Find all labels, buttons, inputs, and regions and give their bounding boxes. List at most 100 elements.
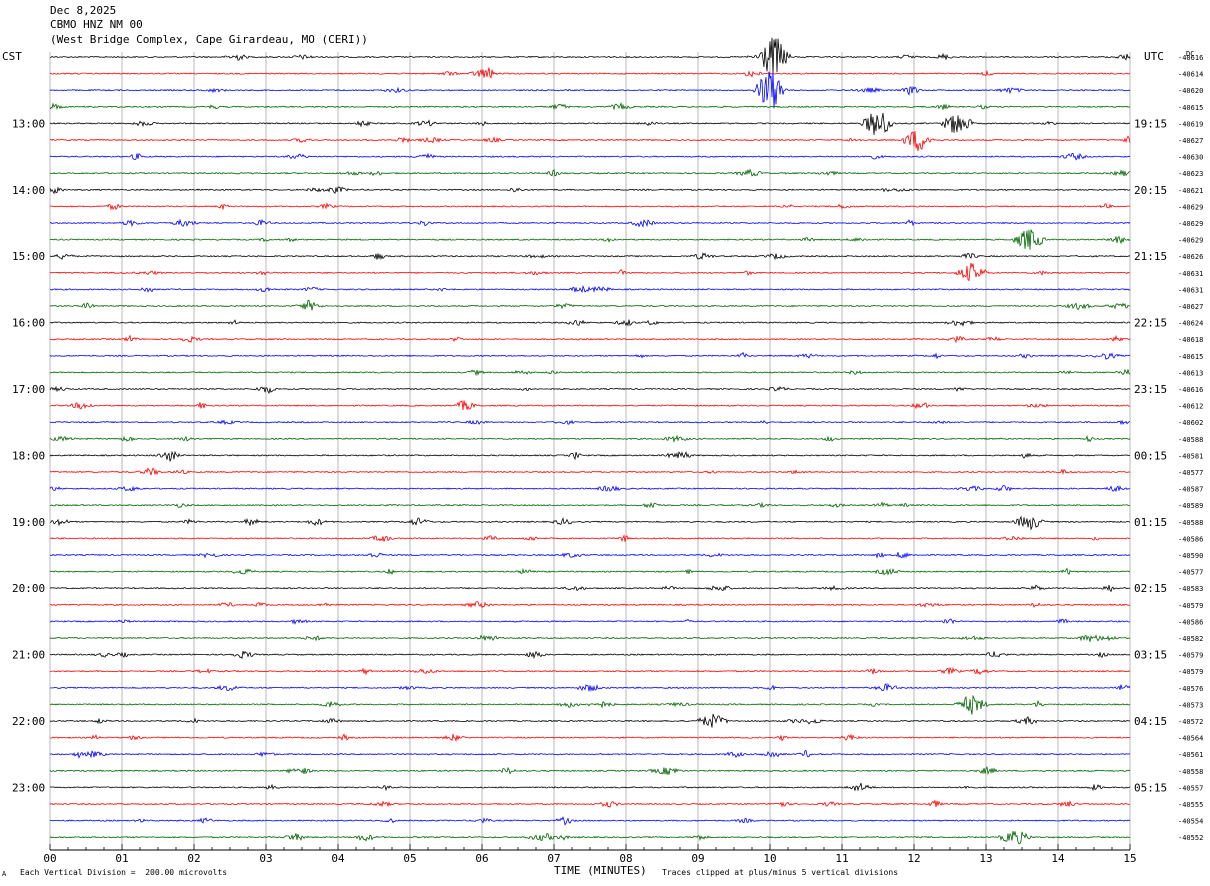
dc-offset-label: -40623	[1178, 170, 1203, 178]
x-tick-label: 14	[1051, 852, 1065, 865]
trace-row	[49, 551, 1131, 559]
dc-offset-label: -40582	[1178, 635, 1203, 643]
trace-row	[49, 816, 1131, 826]
left-hour-label: 15:00	[12, 250, 45, 263]
dc-offset-label: -40589	[1178, 502, 1203, 510]
clip-note: Traces clipped at plus/minus 5 vertical …	[662, 868, 899, 877]
trace-row	[49, 319, 1131, 327]
x-tick-label: 01	[115, 852, 128, 865]
dc-offset-label: -40581	[1178, 452, 1203, 460]
trace-row	[49, 567, 1131, 576]
trace-row	[49, 334, 1131, 344]
left-hour-label: 13:00	[12, 117, 45, 130]
trace-row	[49, 262, 1130, 282]
left-hour-label: 22:00	[12, 715, 45, 728]
trace-row	[49, 201, 1131, 211]
x-tick-label: 00	[43, 852, 56, 865]
trace-row	[49, 782, 1131, 792]
dc-offset-label: -40588	[1178, 519, 1203, 527]
dc-offset-label: -40630	[1178, 154, 1203, 162]
dc-offset-label: -40618	[1178, 336, 1203, 344]
trace-row	[49, 368, 1131, 377]
trace-row	[49, 515, 1131, 531]
dc-offset-label: -40627	[1178, 303, 1203, 311]
trace-row	[49, 285, 1131, 293]
x-tick-label: 15	[1123, 852, 1136, 865]
dc-offset-label: -40631	[1178, 286, 1203, 294]
trace-row	[49, 650, 1131, 660]
trace-row	[49, 733, 1131, 743]
trace-row	[49, 501, 1131, 509]
trace-row	[49, 467, 1131, 476]
trace-row	[49, 385, 1131, 395]
trace-row	[49, 131, 1131, 151]
dc-offset-label: -40579	[1178, 652, 1203, 660]
right-hour-label: 19:15	[1134, 117, 1167, 130]
x-tick-label: 07	[547, 852, 560, 865]
trace-row	[49, 694, 1131, 715]
right-hour-label: 01:15	[1134, 516, 1167, 529]
dc-offset-label: -40616	[1178, 54, 1203, 62]
trace-row	[49, 101, 1131, 111]
x-tick-label: 12	[907, 852, 920, 865]
dc-offset-label: -40616	[1178, 386, 1203, 394]
left-timezone-label: CST	[2, 50, 22, 63]
dc-offset-label: -40587	[1178, 486, 1203, 494]
dc-offset-label: -40588	[1178, 436, 1203, 444]
dc-offset-label: -40629	[1178, 203, 1203, 211]
x-tick-label: 11	[835, 852, 848, 865]
station-title: CBMO HNZ NM 00	[50, 18, 143, 31]
dc-offset-label: -40629	[1178, 237, 1203, 245]
dc-offset-label: -40579	[1178, 602, 1203, 610]
x-tick-label: 02	[187, 852, 200, 865]
location-title: (West Bridge Complex, Cape Girardeau, MO…	[50, 33, 368, 46]
trace-row	[49, 152, 1131, 161]
trace-row	[49, 252, 1131, 261]
x-tick-label: 09	[691, 852, 704, 865]
dc-offset-label: -40561	[1178, 751, 1203, 759]
trace-row	[49, 229, 1131, 250]
footer-marker: A	[2, 870, 7, 878]
right-hour-label: 22:15	[1134, 317, 1167, 330]
trace-row	[49, 434, 1131, 443]
right-hour-label: 02:15	[1134, 582, 1167, 595]
dc-offset-label: -40586	[1178, 618, 1203, 626]
trace-row	[49, 113, 1131, 135]
dc-offset-label: -40564	[1178, 735, 1203, 743]
right-hour-label: 21:15	[1134, 250, 1167, 263]
dc-offset-label: -40573	[1178, 701, 1203, 709]
dc-offset-label: -40612	[1178, 403, 1203, 411]
dc-offset-label: -40558	[1178, 768, 1203, 776]
trace-row	[49, 682, 1131, 692]
dc-offset-label: -40615	[1178, 104, 1203, 112]
dc-offset-label: -40614	[1178, 71, 1203, 79]
dc-offset-label: -40577	[1178, 469, 1203, 477]
dc-offset-label: -40629	[1178, 220, 1203, 228]
dc-offset-label: -40579	[1178, 668, 1203, 676]
left-hour-label: 23:00	[12, 781, 45, 794]
trace-row	[49, 534, 1131, 543]
x-tick-label: 05	[403, 852, 416, 865]
dc-offset-label: -40626	[1178, 253, 1203, 261]
x-tick-label: 04	[331, 852, 345, 865]
trace-row	[49, 186, 1131, 195]
trace-row	[49, 666, 1131, 676]
right-hour-label: 23:15	[1134, 383, 1167, 396]
right-hour-label: 03:15	[1134, 649, 1167, 662]
x-tick-label: 10	[763, 852, 776, 865]
trace-row	[49, 299, 1131, 311]
trace-row	[49, 419, 1131, 426]
scale-note: Each Vertical Division = 200.00 microvol…	[20, 868, 228, 877]
trace-row	[49, 766, 1131, 776]
left-hour-label: 20:00	[12, 582, 45, 595]
trace-row	[49, 218, 1131, 228]
dc-offset-label: -40615	[1178, 353, 1203, 361]
dc-offset-label: -40554	[1178, 818, 1203, 826]
right-hour-label: 04:15	[1134, 715, 1167, 728]
right-hour-label: 00:15	[1134, 449, 1167, 462]
right-timezone-label: UTC	[1144, 50, 1164, 63]
trace-row	[49, 351, 1131, 360]
trace-row	[49, 713, 1131, 728]
trace-row	[49, 618, 1131, 625]
dc-offset-label: -40586	[1178, 535, 1203, 543]
